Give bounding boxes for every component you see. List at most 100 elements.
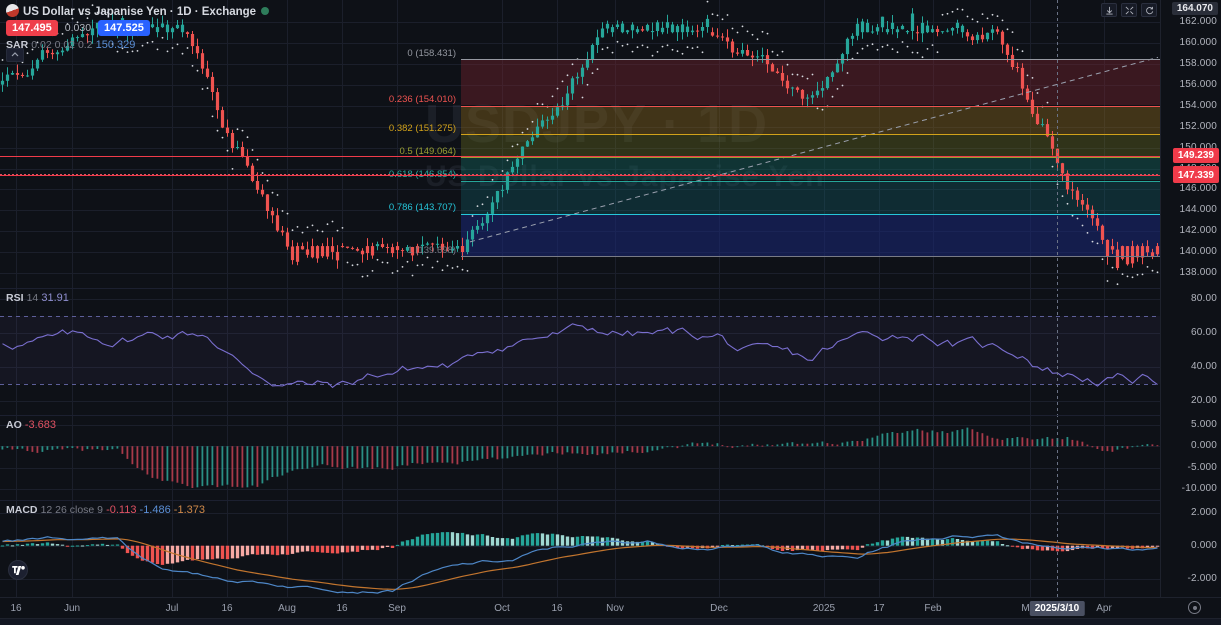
gridline-vertical — [172, 0, 173, 288]
ohlc-high-badge: 147.525 — [98, 20, 150, 36]
fib-level-label: 0.5 (149.064) — [399, 146, 456, 158]
fib-band — [461, 105, 1160, 135]
gridline-vertical — [933, 501, 934, 597]
crosshair-date-badge: 2025/3/10 — [1029, 601, 1085, 616]
rsi-label: RSI — [6, 292, 24, 304]
gridline-vertical — [933, 0, 934, 288]
axis-tick: -10.000 — [1181, 483, 1217, 495]
gridline-vertical — [72, 416, 73, 500]
gridline-horizontal — [0, 489, 1160, 491]
gridline-vertical — [719, 501, 720, 597]
gridline-horizontal — [0, 42, 1160, 44]
gridline-vertical — [879, 416, 880, 500]
collapse-icon[interactable] — [1121, 3, 1137, 17]
fib-level-label: 0 (158.431) — [407, 48, 456, 60]
tradingview-logo-icon[interactable] — [8, 560, 28, 580]
gridline-vertical — [397, 289, 398, 415]
price-axis-tick: 138.000 — [1179, 267, 1217, 279]
ohlc-change: 0.030 — [64, 22, 92, 34]
fib-band — [461, 134, 1160, 158]
symbol-flag-icon — [6, 4, 19, 17]
gridline-horizontal — [0, 63, 1160, 65]
axis-tick: -2.000 — [1187, 572, 1217, 584]
macd-indicator-legend[interactable]: MACD 12 26 close 9 -0.113 -1.486 -1.373 — [6, 504, 205, 516]
gridline-vertical — [342, 289, 343, 415]
rsi-params: 14 — [26, 292, 39, 304]
rsi-indicator-legend[interactable]: RSI 14 31.91 — [6, 292, 69, 304]
ao-label: AO — [6, 419, 22, 431]
bottom-toolbar[interactable]: 5y1y3m1m5d1d 04:26:38 (UTC+2) % log auto — [0, 618, 1221, 625]
rsi-lower-band-line — [0, 384, 1160, 386]
symbol-title: US Dollar vs Japanise Yen · 1D · Exchang… — [23, 6, 257, 18]
download-icon[interactable] — [1101, 3, 1117, 17]
fib-level-line — [461, 105, 1160, 107]
gridline-vertical — [1104, 289, 1105, 415]
price-axis-tick: 142.000 — [1179, 225, 1217, 237]
gridline-horizontal — [0, 84, 1160, 86]
gridline-vertical — [824, 0, 825, 288]
macd-label: MACD — [6, 504, 38, 516]
gridline-horizontal — [0, 21, 1160, 23]
gridline-horizontal — [0, 299, 1160, 301]
gridline-horizontal — [0, 401, 1160, 403]
gridline-vertical — [719, 0, 720, 288]
refresh-icon[interactable] — [1141, 3, 1157, 17]
gridline-vertical — [1030, 501, 1031, 597]
fib-level-line — [461, 134, 1160, 136]
ao-pane[interactable] — [0, 416, 1160, 500]
price-axis-tick: 144.000 — [1179, 204, 1217, 216]
pane-collapse-button[interactable] — [6, 48, 24, 62]
gridline-vertical — [879, 0, 880, 288]
ohlc-low-badge: 147.495 — [6, 20, 58, 36]
macd-pane[interactable] — [0, 501, 1160, 597]
gridline-vertical — [16, 501, 17, 597]
price-axis-tick: 150.000 — [1179, 141, 1217, 153]
sar-value: 150.329 — [95, 39, 136, 51]
market-open-dot — [261, 7, 270, 15]
gridline-vertical — [502, 501, 503, 597]
gridline-vertical — [557, 416, 558, 500]
price-tag-badge: 147.339 — [1172, 167, 1219, 183]
gridline-vertical — [933, 416, 934, 500]
fib-level-line — [461, 180, 1160, 182]
fib-level-label: 1 (139.698) — [407, 244, 456, 256]
time-axis-tick: 2025 — [812, 603, 836, 614]
time-axis-tick: Jun — [63, 603, 81, 614]
gridline-horizontal — [0, 512, 1160, 514]
gridline-horizontal — [0, 446, 1160, 448]
gridline-vertical — [397, 501, 398, 597]
gridline-vertical — [615, 416, 616, 500]
gridline-vertical — [72, 289, 73, 415]
gridline-vertical — [1030, 0, 1031, 288]
gridline-vertical — [824, 416, 825, 500]
time-axis[interactable]: 16JunJul16Aug16SepOct16NovDec202517FebMa… — [0, 597, 1221, 618]
time-axis-tick: 16 — [551, 603, 563, 614]
crosshair-vertical — [1057, 0, 1058, 597]
time-axis-tick: Aug — [278, 603, 296, 614]
time-axis-tick: 16 — [221, 603, 233, 614]
price-axis[interactable]: 162.000 160.000 158.000 156.000 154.000 152.0… — [1160, 0, 1221, 597]
gridline-horizontal — [0, 210, 1160, 212]
gridline-horizontal — [0, 578, 1160, 580]
timezone-settings-icon[interactable] — [1188, 601, 1201, 614]
gridline-vertical — [172, 289, 173, 415]
price-axis-tick: 162.000 — [1179, 15, 1217, 27]
price-pane[interactable]: 0 (158.431) 0.236 (154.010) 0.382 (151.275… — [0, 0, 1160, 288]
chart-toolbar-top-right[interactable] — [1101, 3, 1157, 17]
gridline-vertical — [16, 0, 17, 288]
gridline-vertical — [1104, 416, 1105, 500]
sar-indicator-legend[interactable]: SAR 0.02 0.02 0.2 150.329 — [6, 39, 135, 51]
gridline-vertical — [227, 0, 228, 288]
price-level-line — [0, 173, 1160, 175]
price-axis-tick: 152.000 — [1179, 120, 1217, 132]
gridline-horizontal — [0, 126, 1160, 128]
last-price-top: 164.070 — [1171, 2, 1218, 15]
rsi-pane[interactable] — [0, 289, 1160, 415]
ao-indicator-legend[interactable]: AO -3.683 — [6, 419, 56, 431]
axis-tick: 40.00 — [1190, 361, 1217, 373]
fib-level-line — [461, 157, 1160, 159]
price-axis-tick: 160.000 — [1179, 36, 1217, 48]
gridline-vertical — [287, 289, 288, 415]
symbol-legend[interactable]: US Dollar vs Japanise Yen · 1D · Exchang… — [6, 4, 270, 18]
gridline-vertical — [227, 289, 228, 415]
